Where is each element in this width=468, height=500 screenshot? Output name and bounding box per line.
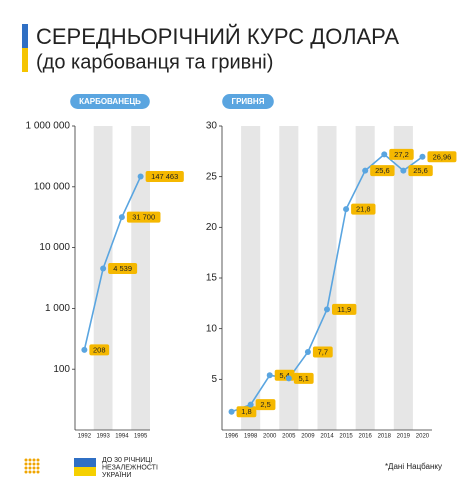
value-label: 11,9 xyxy=(337,305,351,314)
value-label-box xyxy=(255,399,276,411)
band xyxy=(131,126,150,430)
point xyxy=(266,372,273,379)
value-label-box xyxy=(351,203,376,215)
accent-yellow xyxy=(22,48,28,72)
value-label: 1,8 xyxy=(241,407,251,416)
value-label: 31 700 xyxy=(132,213,155,222)
point xyxy=(100,265,107,272)
y-tick-label: 10 xyxy=(206,323,218,334)
value-label-box xyxy=(408,165,433,177)
band xyxy=(279,126,299,430)
value-label-box xyxy=(370,165,395,177)
footer-note: ДО 30 РІЧНИЦІ НЕЗАЛЕЖНОСТІ УКРАЇНИ xyxy=(102,457,158,479)
point xyxy=(247,401,254,408)
title: СЕРЕДНЬОРІЧНИЙ КУРС ДОЛАРА xyxy=(36,24,399,49)
band xyxy=(93,126,113,430)
point xyxy=(419,153,426,160)
logo-dots xyxy=(24,458,40,474)
y-tick-label: 100 000 xyxy=(34,181,71,192)
x-tick-label: 1992 xyxy=(78,434,92,440)
flag-blue xyxy=(74,458,96,467)
value-label: 21,8 xyxy=(356,205,371,214)
y-tick-label: 20 xyxy=(206,222,218,233)
value-label-box xyxy=(108,262,138,274)
point xyxy=(304,348,311,355)
value-label-box xyxy=(293,372,314,384)
value-label: 147 463 xyxy=(151,172,178,181)
subtitle: (до карбованця та гривні) xyxy=(36,51,273,73)
point xyxy=(362,167,369,174)
band xyxy=(355,126,375,430)
point xyxy=(81,346,88,353)
point xyxy=(400,167,407,174)
x-tick-label: 2019 xyxy=(397,434,411,440)
value-label-box xyxy=(312,346,333,358)
x-tick-label: 2018 xyxy=(378,434,392,440)
point xyxy=(324,306,330,313)
value-label: 7,7 xyxy=(318,347,328,356)
x-tick-label: 1996 xyxy=(225,434,239,440)
source: *Дані Нацбанку xyxy=(385,462,442,471)
y-tick-label: 1 000 xyxy=(45,303,70,314)
y-tick-label: 25 xyxy=(206,171,218,182)
value-label-box xyxy=(427,151,457,163)
value-label: 27,2 xyxy=(394,150,409,159)
value-label-box xyxy=(145,171,184,183)
point xyxy=(137,173,144,180)
x-tick-label: 2015 xyxy=(339,434,353,440)
value-label: 26,96 xyxy=(433,152,452,161)
line xyxy=(83,176,142,351)
point xyxy=(343,206,350,213)
y-tick-label: 15 xyxy=(206,273,218,284)
band xyxy=(241,126,261,430)
x-tick-label: 1993 xyxy=(96,434,110,440)
x-tick-label: 2005 xyxy=(282,434,296,440)
point xyxy=(285,375,292,382)
chart-title: ГРИВНЯ xyxy=(232,97,265,106)
value-label: 25,6 xyxy=(375,166,390,175)
chart-title: КАРБОВАНЕЦЬ xyxy=(79,97,141,106)
x-tick-label: 1995 xyxy=(134,434,148,440)
band xyxy=(393,126,413,430)
x-tick-label: 2014 xyxy=(320,434,334,440)
x-tick-label: 2016 xyxy=(359,434,373,440)
value-label-box xyxy=(332,303,357,315)
flag-yellow xyxy=(74,467,96,476)
y-tick-label: 1 000 000 xyxy=(26,121,71,132)
y-tick-label: 30 xyxy=(206,121,218,132)
y-tick-label: 10 000 xyxy=(39,242,70,253)
value-label-box xyxy=(236,406,257,418)
point xyxy=(118,214,125,221)
value-label: 5,1 xyxy=(298,374,308,383)
x-tick-label: 1998 xyxy=(244,434,258,440)
point xyxy=(228,408,235,415)
x-tick-label: 2020 xyxy=(416,434,430,440)
title-pill xyxy=(222,94,274,109)
y-tick-label: 5 xyxy=(211,374,217,385)
value-label-box xyxy=(389,148,414,160)
title-pill xyxy=(70,94,150,109)
value-label: 4 539 xyxy=(113,264,132,273)
value-label-box xyxy=(89,344,110,356)
point xyxy=(381,151,388,158)
value-label: 5,4 xyxy=(279,371,289,380)
value-label: 208 xyxy=(93,345,106,354)
x-tick-label: 1994 xyxy=(115,434,129,440)
x-tick-label: 2009 xyxy=(301,434,315,440)
x-tick-label: 2000 xyxy=(263,434,277,440)
value-label: 2,5 xyxy=(260,400,270,409)
value-label: 25,6 xyxy=(413,166,428,175)
y-tick-label: 100 xyxy=(53,364,70,375)
value-label-box xyxy=(126,211,161,223)
accent-blue xyxy=(22,24,28,48)
